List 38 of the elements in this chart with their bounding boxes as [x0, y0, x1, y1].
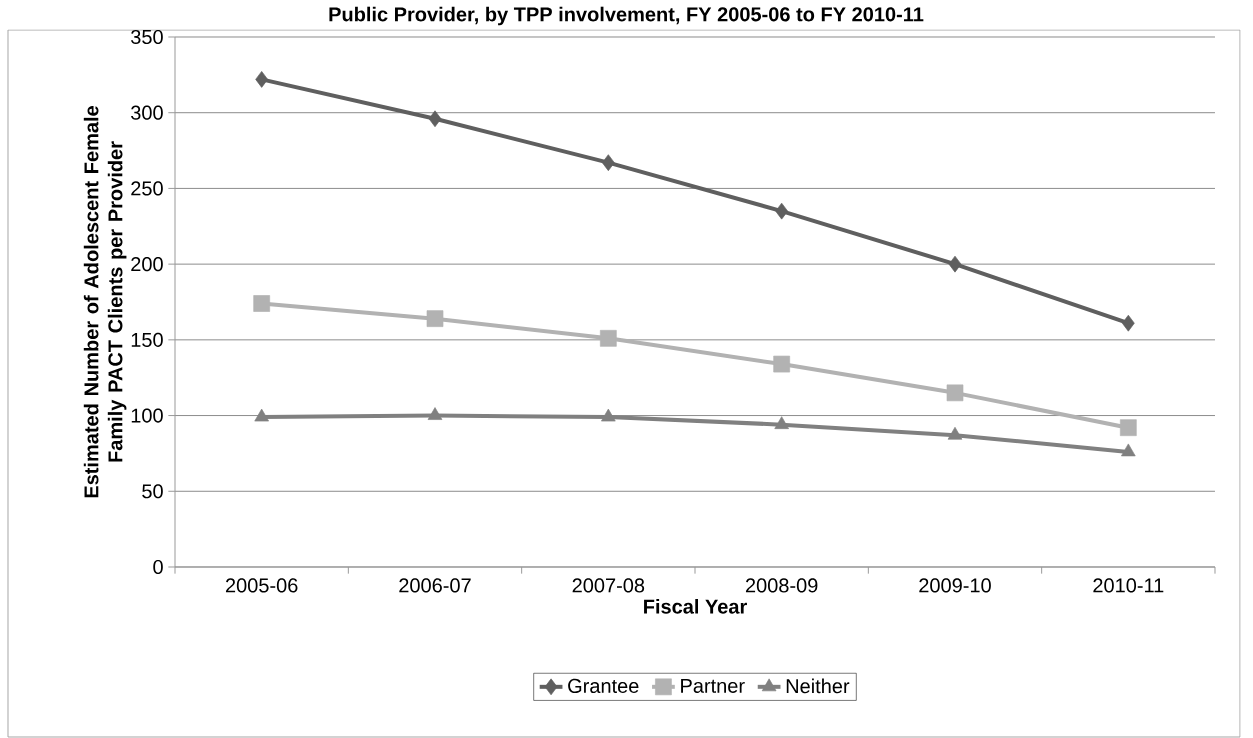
- legend-label: Neither: [786, 678, 850, 694]
- y-tick-label: 100: [131, 408, 163, 423]
- y-axis-title: Estimated Number of Adolescent Female Family PACT Clients per Provider: [83, 105, 127, 498]
- point: [947, 426, 963, 440]
- point: [427, 407, 443, 420]
- x-tick-label: 2009-10: [919, 578, 991, 593]
- x-tick-label: 2008-09: [745, 578, 818, 593]
- point: [1119, 419, 1137, 437]
- point: [775, 202, 789, 220]
- point: [253, 295, 271, 312]
- point: [600, 329, 617, 347]
- x-tick-label: 2010-11: [1093, 578, 1164, 593]
- point: [948, 255, 962, 273]
- point: [255, 71, 269, 88]
- point: [428, 110, 442, 128]
- point: [1121, 443, 1136, 457]
- x-tick-label: 2005-06: [225, 578, 298, 593]
- x-axis-title: Fiscal Year: [644, 599, 747, 614]
- y-tick-label: 250: [131, 181, 163, 196]
- legend-label: Grantee: [568, 678, 639, 693]
- x-tick-label: 2006-07: [399, 578, 471, 593]
- y-tick-label: 350: [131, 29, 163, 45]
- point: [254, 408, 269, 422]
- point: [602, 154, 615, 172]
- point: [601, 408, 616, 422]
- point: [773, 355, 791, 373]
- legend-label: Partner: [681, 678, 745, 693]
- y-tick-label: 0: [153, 559, 163, 575]
- point: [426, 310, 444, 327]
- y-tick-label: 300: [131, 105, 163, 120]
- x-tick-label: 2007-08: [572, 578, 645, 593]
- point: [774, 416, 789, 429]
- point: [1121, 314, 1135, 332]
- y-tick-label: 50: [142, 484, 163, 499]
- y-tick-label: 150: [131, 332, 163, 347]
- chart-title: Public Provider, by TPP involvement, FY 2005-06 to FY 2010-11: [329, 6, 924, 26]
- point: [946, 384, 964, 402]
- y-tick-label: 200: [131, 257, 163, 272]
